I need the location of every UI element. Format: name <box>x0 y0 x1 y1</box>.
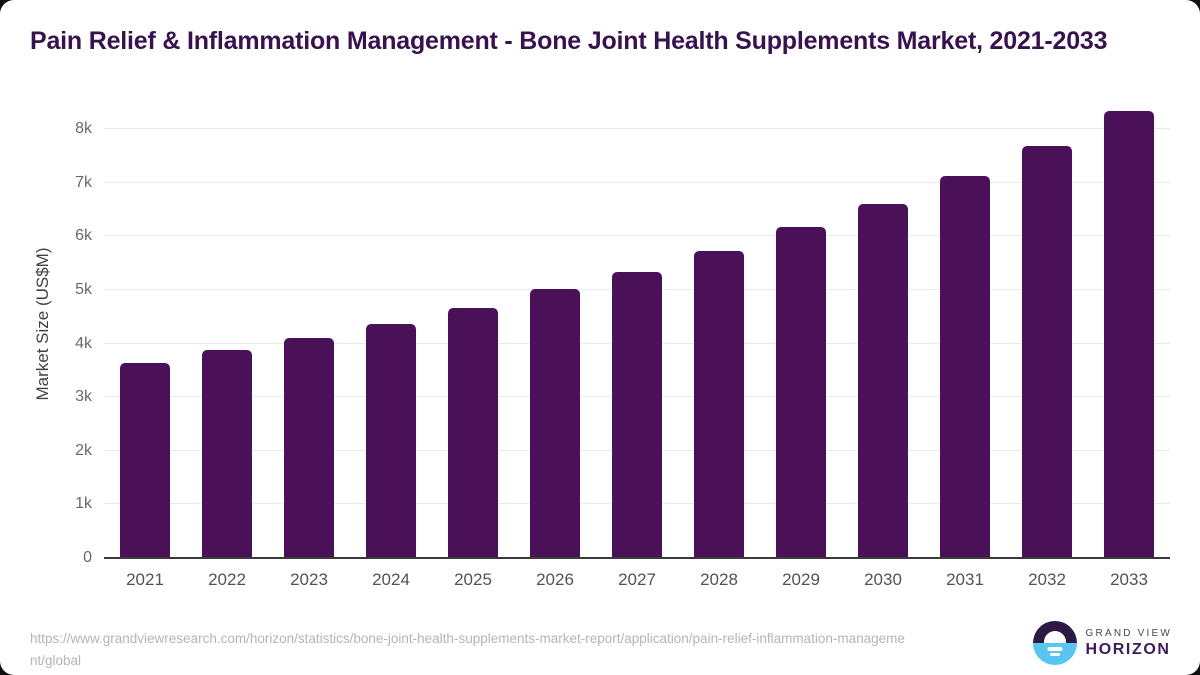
logo-text: GRAND VIEW HORIZON <box>1086 628 1172 659</box>
bar-slot-2023 <box>268 337 350 558</box>
x-tick-2025: 2025 <box>454 570 492 589</box>
bar-slot-2022 <box>186 350 268 558</box>
bar-slot-2030 <box>842 203 924 558</box>
y-axis-title: Market Size (US$M) <box>33 247 52 401</box>
bar-slot-2032 <box>1006 146 1088 558</box>
y-tick-4k: 4k <box>75 334 92 352</box>
bar-2026 <box>530 289 580 558</box>
logo-brand-line2: HORIZON <box>1085 640 1171 658</box>
gridline-8k <box>104 128 1170 129</box>
x-tick-2033: 2033 <box>1110 570 1148 589</box>
horizon-sun-icon <box>1032 621 1077 665</box>
x-tick-2031: 2031 <box>946 570 984 589</box>
bar-2022 <box>202 350 252 558</box>
bar-slot-2021 <box>104 363 186 558</box>
bar-2028 <box>694 251 744 558</box>
source-url: https://www.grandviewresearch.com/horizo… <box>30 631 905 668</box>
y-tick-8k: 8k <box>75 120 92 137</box>
x-tick-2023: 2023 <box>290 570 328 589</box>
sun-dome-shape <box>1043 631 1066 643</box>
grand-view-horizon-logo: GRAND VIEW HORIZON <box>1032 621 1172 665</box>
bar-2029 <box>776 226 826 558</box>
x-tick-2021: 2021 <box>126 570 164 589</box>
bar-2030 <box>858 203 908 558</box>
x-tick-2028: 2028 <box>700 570 738 589</box>
x-axis-line <box>104 557 1170 559</box>
x-tick-2032: 2032 <box>1028 570 1066 589</box>
x-tick-2026: 2026 <box>536 570 574 589</box>
bar-2024 <box>366 323 416 558</box>
y-tick-1k: 1k <box>75 495 92 513</box>
bar-slot-2024 <box>350 323 432 558</box>
bar-2023 <box>284 337 334 558</box>
x-tick-2030: 2030 <box>864 570 902 589</box>
bar-2021 <box>120 363 170 558</box>
bar-2031 <box>940 176 990 558</box>
x-tick-2027: 2027 <box>618 570 656 589</box>
y-tick-3k: 3k <box>75 388 92 406</box>
x-tick-2029: 2029 <box>782 570 820 589</box>
x-tick-2022: 2022 <box>208 570 246 589</box>
bar-slot-2027 <box>596 271 678 558</box>
y-tick-6k: 6k <box>75 227 92 245</box>
bar-slot-2028 <box>678 251 760 558</box>
bar-slot-2031 <box>924 176 1006 558</box>
y-tick-0: 0 <box>83 549 92 566</box>
bar-2032 <box>1022 146 1072 558</box>
horizon-line-2 <box>1049 653 1060 656</box>
gridline-6k <box>104 235 1170 237</box>
bar-slot-2029 <box>760 226 842 558</box>
bar-slot-2025 <box>432 307 514 558</box>
bar-2025 <box>448 307 498 558</box>
y-tick-2k: 2k <box>75 441 92 459</box>
chart-title: Pain Relief & Inflammation Management - … <box>30 27 1108 55</box>
bar-series <box>104 111 1170 558</box>
y-tick-7k: 7k <box>75 173 92 191</box>
horizon-line-1 <box>1047 647 1063 651</box>
bar-2027 <box>612 271 662 558</box>
x-axis-labels: 2021 2022 2023 2024 2025 2026 2027 2028 2029 2030… <box>104 570 1170 590</box>
logo-brand-line1: GRAND VIEW <box>1085 627 1172 639</box>
bar-slot-2026 <box>514 289 596 558</box>
gridline-7k <box>104 181 1170 183</box>
y-tick-5k: 5k <box>75 280 92 298</box>
x-tick-2024: 2024 <box>372 570 410 589</box>
bar-slot-2033 <box>1088 111 1170 558</box>
plot-area: 0 1k 2k 3k 4k 5k 6k 7k 8k <box>75 111 1170 566</box>
bar-2033 <box>1104 111 1154 558</box>
